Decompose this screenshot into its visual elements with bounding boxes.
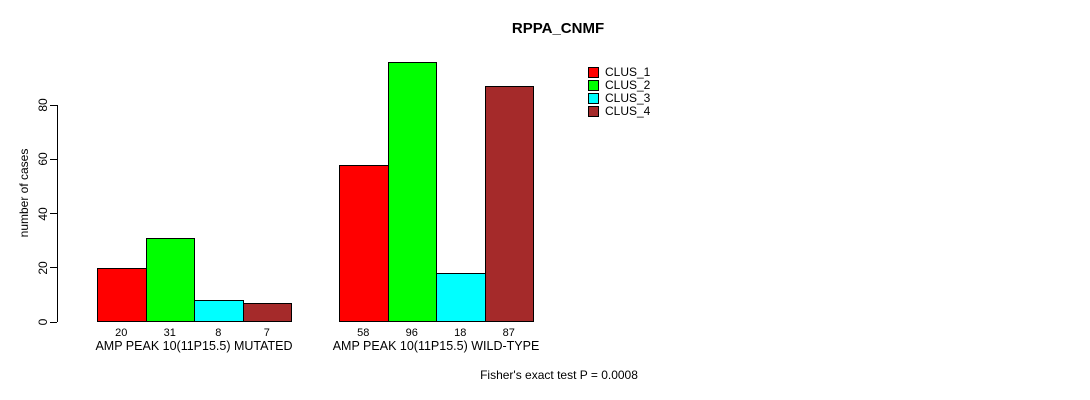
legend: CLUS_1 CLUS_2 CLUS_3 CLUS_4 [588,66,650,118]
y-axis-tick-label: 60 [36,152,50,167]
legend-item-label: CLUS_2 [605,78,651,92]
legend-swatch-clus_3 [588,93,599,104]
bar-value-label: 87 [502,327,515,339]
bar-clus_2-group2 [387,61,437,322]
bar-value-label: 96 [405,327,418,339]
bar-clus_1-group2 [339,164,389,322]
x-axis-group-label: AMP PEAK 10(11P15.5) WILD-TYPE [332,339,540,353]
y-axis-tick [50,267,57,269]
y-axis-tick-label: 40 [36,206,50,221]
y-axis-title: number of cases [17,148,31,238]
y-axis-tick [50,158,57,160]
y-axis-tick [50,213,57,215]
y-axis-tick-label: 0 [36,318,50,326]
y-axis-tick-label: 20 [36,261,50,275]
bar-value-label: 8 [215,327,222,339]
legend-item-clus_4: CLUS_4 [588,105,650,118]
bar-value-label: 7 [263,327,270,339]
legend-item-label: CLUS_3 [605,91,651,105]
legend-item-clus_3: CLUS_3 [588,92,650,105]
legend-swatch-clus_2 [588,80,599,91]
bar-value-label: 20 [115,327,128,339]
legend-item-clus_2: CLUS_2 [588,79,650,92]
bar-value-label: 31 [163,327,176,339]
y-axis-tick [50,104,57,106]
legend-swatch-clus_1 [588,67,599,78]
bar-value-label: 58 [357,327,370,339]
bar-clus_3-group1 [194,300,244,322]
bar-clus_2-group1 [145,237,195,322]
legend-item-label: CLUS_4 [605,104,651,118]
y-axis-line [57,105,58,322]
bar-clus_3-group2 [436,273,486,322]
chart-title: RPPA_CNMF [511,20,605,37]
x-axis-group-label: AMP PEAK 10(11P15.5) MUTATED [95,339,293,353]
bar-clus_4-group2 [484,86,534,322]
legend-item-label: CLUS_1 [605,65,651,79]
legend-swatch-clus_4 [588,106,599,117]
stat-test-annotation: Fisher's exact test P = 0.0008 [480,368,638,382]
y-axis-tick-label: 80 [36,98,50,112]
legend-item-clus_1: CLUS_1 [588,66,650,79]
y-axis-tick [50,321,57,323]
bar-value-label: 18 [454,327,467,339]
bar-clus_4-group1 [242,303,292,322]
bar-clus_1-group1 [97,267,147,322]
